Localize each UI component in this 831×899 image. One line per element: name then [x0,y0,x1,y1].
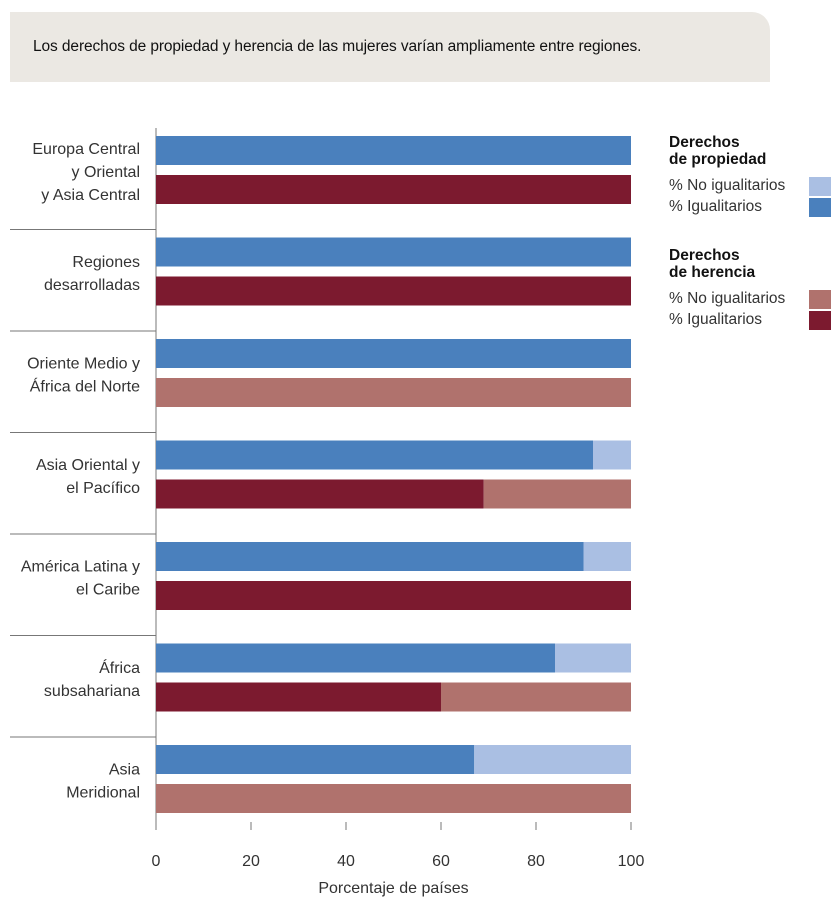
category-label: Meridional [66,784,140,801]
bar-inheritance-egalitarian [156,276,631,306]
legend-item: % Igualitarios [669,310,831,331]
category-label: Oriente Medio y [27,355,140,372]
category-label: y Oriental [72,164,140,181]
legend-item-label: % No igualitarios [669,177,786,194]
bar-inheritance-non-egalitarian [156,784,631,813]
x-tick-label: 60 [432,853,450,870]
category-label: y Asia Central [41,187,140,204]
x-tick-label: 20 [242,853,260,870]
legend-title-line: de herencia [669,264,756,281]
category-label: subsahariana [44,683,140,700]
bar-inheritance-non-egalitarian [156,378,631,407]
category-label: el Pacífico [66,480,140,497]
legend-title: Derechos de propiedad [669,134,831,168]
category-label: Asia Oriental y [36,457,140,474]
bar-property-egalitarian [156,440,593,470]
x-axis-title: Porcentaje de países [318,880,468,897]
legend-item-label: % Igualitarios [669,198,763,215]
x-tick-label: 80 [527,853,545,870]
bar-inheritance-egalitarian [156,175,631,204]
legend-swatch [809,290,831,309]
bar-property-egalitarian [156,745,475,774]
legend-group-property: Derechos de propiedad % No igualitarios % I… [669,134,831,218]
legend-swatch [809,198,831,217]
category-label: Regiones [72,254,140,271]
category-label: África del Norte [30,376,140,395]
legend-title-line: Derechos [669,247,740,264]
headline-banner: Los derechos de propiedad y herencia de … [10,12,770,82]
legend-item: % No igualitarios [669,176,831,197]
category-label: África [99,658,140,677]
legend-title: Derechos de herencia [669,247,831,281]
legend-item: % No igualitarios [669,289,831,310]
bar-inheritance-egalitarian [156,682,441,712]
category-label: América Latina y [21,558,140,575]
bar-property-non-egalitarian [593,440,631,470]
bar-inheritance-egalitarian [156,479,484,509]
bar-inheritance-non-egalitarian [441,682,631,712]
bar-property-non-egalitarian [474,745,631,774]
legend-swatch [809,177,831,196]
legend-item-label: % No igualitarios [669,290,786,307]
legend-title-line: de propiedad [669,151,767,168]
legend-item: % Igualitarios [669,197,831,218]
bar-property-egalitarian [156,237,631,267]
bar-property-egalitarian [156,643,555,673]
x-tick-label: 40 [337,853,355,870]
bar-property-egalitarian [156,542,584,571]
bar-property-non-egalitarian [555,643,631,673]
legend-title-line: Derechos [669,134,740,151]
bar-inheritance-egalitarian [156,581,631,610]
legend-group-inheritance: Derechos de herencia % No igualitarios % Ig… [669,247,831,331]
legend-item-label: % Igualitarios [669,311,763,328]
category-label: Europa Central [32,141,140,158]
category-label: desarrolladas [44,277,140,294]
category-label: Asia [109,761,140,778]
x-tick-label: 0 [152,853,161,870]
x-tick-label: 100 [618,853,645,870]
legend: Derechos de propiedad% No igualitarios% I… [669,134,831,360]
bar-property-egalitarian [156,339,631,368]
category-label: el Caribe [76,581,140,598]
bar-property-egalitarian [156,136,631,165]
legend-swatch [809,311,831,330]
bar-property-non-egalitarian [583,542,631,571]
bar-inheritance-non-egalitarian [483,479,631,509]
headline-text: Los derechos de propiedad y herencia de … [33,38,642,55]
